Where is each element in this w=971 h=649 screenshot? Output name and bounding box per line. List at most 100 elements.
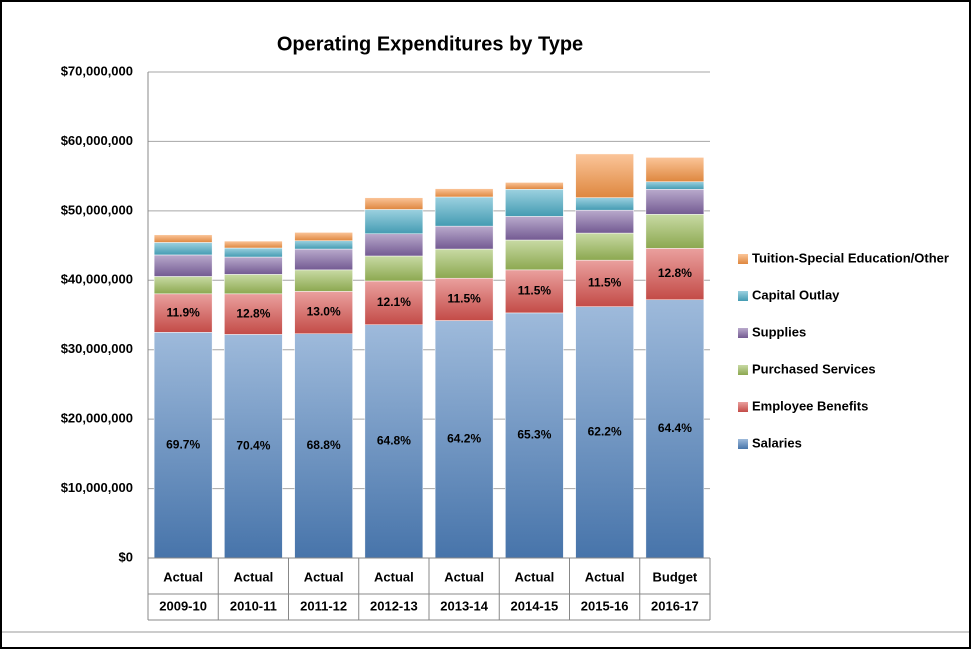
bar-segment <box>224 240 283 249</box>
share-label: 11.5% <box>447 292 481 306</box>
bar-segment <box>224 256 283 275</box>
bar-segment <box>364 324 424 559</box>
x-tick-label: 2014-15 <box>511 598 559 613</box>
bar-segment <box>224 274 283 295</box>
bar-segment <box>575 197 634 211</box>
chart-title: Operating Expenditures by Type <box>277 33 583 55</box>
bar-segment <box>364 209 424 235</box>
share-label: 11.5% <box>588 276 622 290</box>
x-tick-label: 2015-16 <box>581 598 629 613</box>
share-label: 62.2% <box>588 425 622 439</box>
legend-swatch <box>738 291 748 301</box>
bar-segment <box>645 248 705 300</box>
legend-label: Employee Benefits <box>752 398 868 413</box>
legend-label: Purchased Services <box>752 361 876 376</box>
bar-segment <box>364 255 424 282</box>
bar-segment <box>434 248 494 279</box>
share-label: 12.8% <box>236 306 270 320</box>
bar-segment <box>153 276 213 295</box>
x-tick-label: Actual <box>585 569 625 584</box>
legend-label: Salaries <box>752 435 802 450</box>
x-tick-label: 2016-17 <box>651 598 699 613</box>
share-label: 69.7% <box>166 437 200 451</box>
legend-swatch <box>738 365 748 375</box>
bar-segment <box>364 280 424 325</box>
bar-segment <box>153 293 213 333</box>
share-label: 64.2% <box>447 431 481 445</box>
x-tick-label: 2012-13 <box>370 598 418 613</box>
share-label: 12.1% <box>377 295 411 309</box>
bar-segment <box>505 182 564 190</box>
bar-segment <box>505 312 564 559</box>
y-tick-label: $10,000,000 <box>61 480 133 495</box>
bar-segment <box>294 248 353 271</box>
bar-segment <box>224 247 283 258</box>
bar-segment <box>153 332 213 559</box>
bar-segment <box>575 209 634 234</box>
y-tick-label: $30,000,000 <box>61 341 133 356</box>
bar-segment <box>505 269 564 314</box>
legend-swatch <box>738 402 748 412</box>
share-label: 64.8% <box>377 434 411 448</box>
x-tick-label: Actual <box>515 569 555 584</box>
bar-segment <box>364 197 424 210</box>
bar-segment <box>294 269 353 292</box>
share-label: 65.3% <box>517 428 551 442</box>
share-label: 70.4% <box>236 438 270 452</box>
bar-segment <box>645 181 705 190</box>
x-tick-label: Actual <box>374 569 414 584</box>
share-label: 68.8% <box>307 438 341 452</box>
y-tick-label: $0 <box>119 549 133 564</box>
bar-segment <box>505 239 564 271</box>
legend-label: Tuition-Special Education/Other <box>752 250 949 265</box>
bar-segment <box>153 234 213 243</box>
y-tick-label: $70,000,000 <box>61 63 133 78</box>
share-label: 12.8% <box>658 266 692 280</box>
share-label: 11.9% <box>166 305 200 319</box>
legend-swatch <box>738 254 748 264</box>
bar-segment <box>434 196 494 227</box>
legend-swatch <box>738 328 748 338</box>
x-tick-label: 2010-11 <box>230 598 277 613</box>
bar-segment <box>294 333 353 559</box>
share-label: 64.4% <box>658 421 692 435</box>
bar-segment <box>575 232 634 261</box>
bar-segment <box>434 225 494 250</box>
bar-segment <box>645 189 705 215</box>
legend-label: Capital Outlay <box>752 287 840 302</box>
y-tick-label: $50,000,000 <box>61 202 133 217</box>
x-tick-label: Budget <box>652 569 697 584</box>
bar-segment <box>645 214 705 249</box>
legend-swatch <box>738 439 748 449</box>
bar-segment <box>434 188 494 198</box>
share-label: 11.5% <box>518 284 552 298</box>
legend-label: Supplies <box>752 324 806 339</box>
bar-segment <box>294 240 353 250</box>
x-tick-label: 2011-12 <box>300 598 347 613</box>
x-tick-label: Actual <box>444 569 484 584</box>
x-tick-label: 2013-14 <box>440 598 488 613</box>
bar-segment <box>505 216 564 241</box>
x-tick-label: Actual <box>163 569 203 584</box>
bar-segment <box>294 232 353 241</box>
bar-segment <box>645 299 705 559</box>
bar-segment <box>153 242 213 256</box>
bar-segment <box>364 233 424 257</box>
share-label: 13.0% <box>307 305 341 319</box>
bar-segment <box>505 189 564 217</box>
bar-segment <box>294 291 353 334</box>
bar-segment <box>224 293 283 335</box>
bar-segment <box>153 254 213 277</box>
x-tick-label: 2009-10 <box>159 598 207 613</box>
bar-segment <box>434 277 494 321</box>
y-tick-label: $60,000,000 <box>61 133 133 148</box>
y-tick-label: $40,000,000 <box>61 272 133 287</box>
x-tick-label: Actual <box>304 569 344 584</box>
y-tick-label: $20,000,000 <box>61 411 133 426</box>
bar-segment <box>575 153 634 198</box>
bar-segment <box>645 157 705 182</box>
x-tick-label: Actual <box>234 569 274 584</box>
bar-segment <box>224 334 283 559</box>
bar-segment <box>434 320 494 559</box>
